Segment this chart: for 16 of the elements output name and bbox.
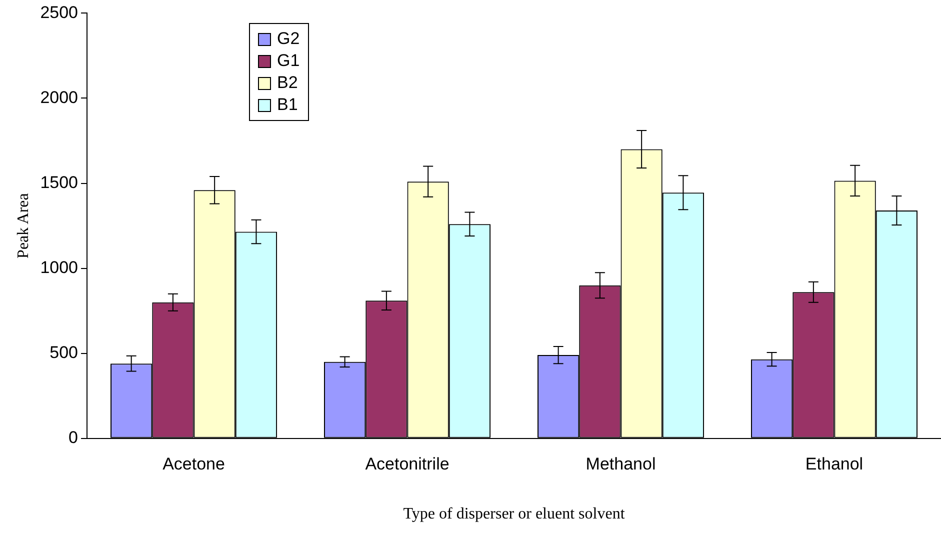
x-axis-title: Type of disperser or eluent solvent (403, 506, 626, 523)
legend-label: G1 (277, 51, 300, 72)
x-tick-label: Methanol (586, 454, 656, 474)
legend-label: G2 (277, 29, 300, 50)
y-tick-label: 500 (50, 343, 78, 362)
y-tick-label: 0 (68, 428, 78, 448)
y-tick-label: 1000 (40, 258, 78, 278)
legend-label: B1 (277, 95, 298, 116)
x-tick-label: Ethanol (805, 454, 864, 474)
x-tick-label: Acetone (162, 454, 225, 474)
x-tick-label: Acetonitrile (365, 454, 450, 474)
y-tick-label: 1500 (40, 172, 78, 192)
legend-label: B2 (277, 73, 298, 94)
y-tick-label: 2000 (40, 88, 78, 107)
y-axis-title: Peak Area (14, 193, 32, 258)
y-tick-label: 2500 (40, 2, 78, 22)
